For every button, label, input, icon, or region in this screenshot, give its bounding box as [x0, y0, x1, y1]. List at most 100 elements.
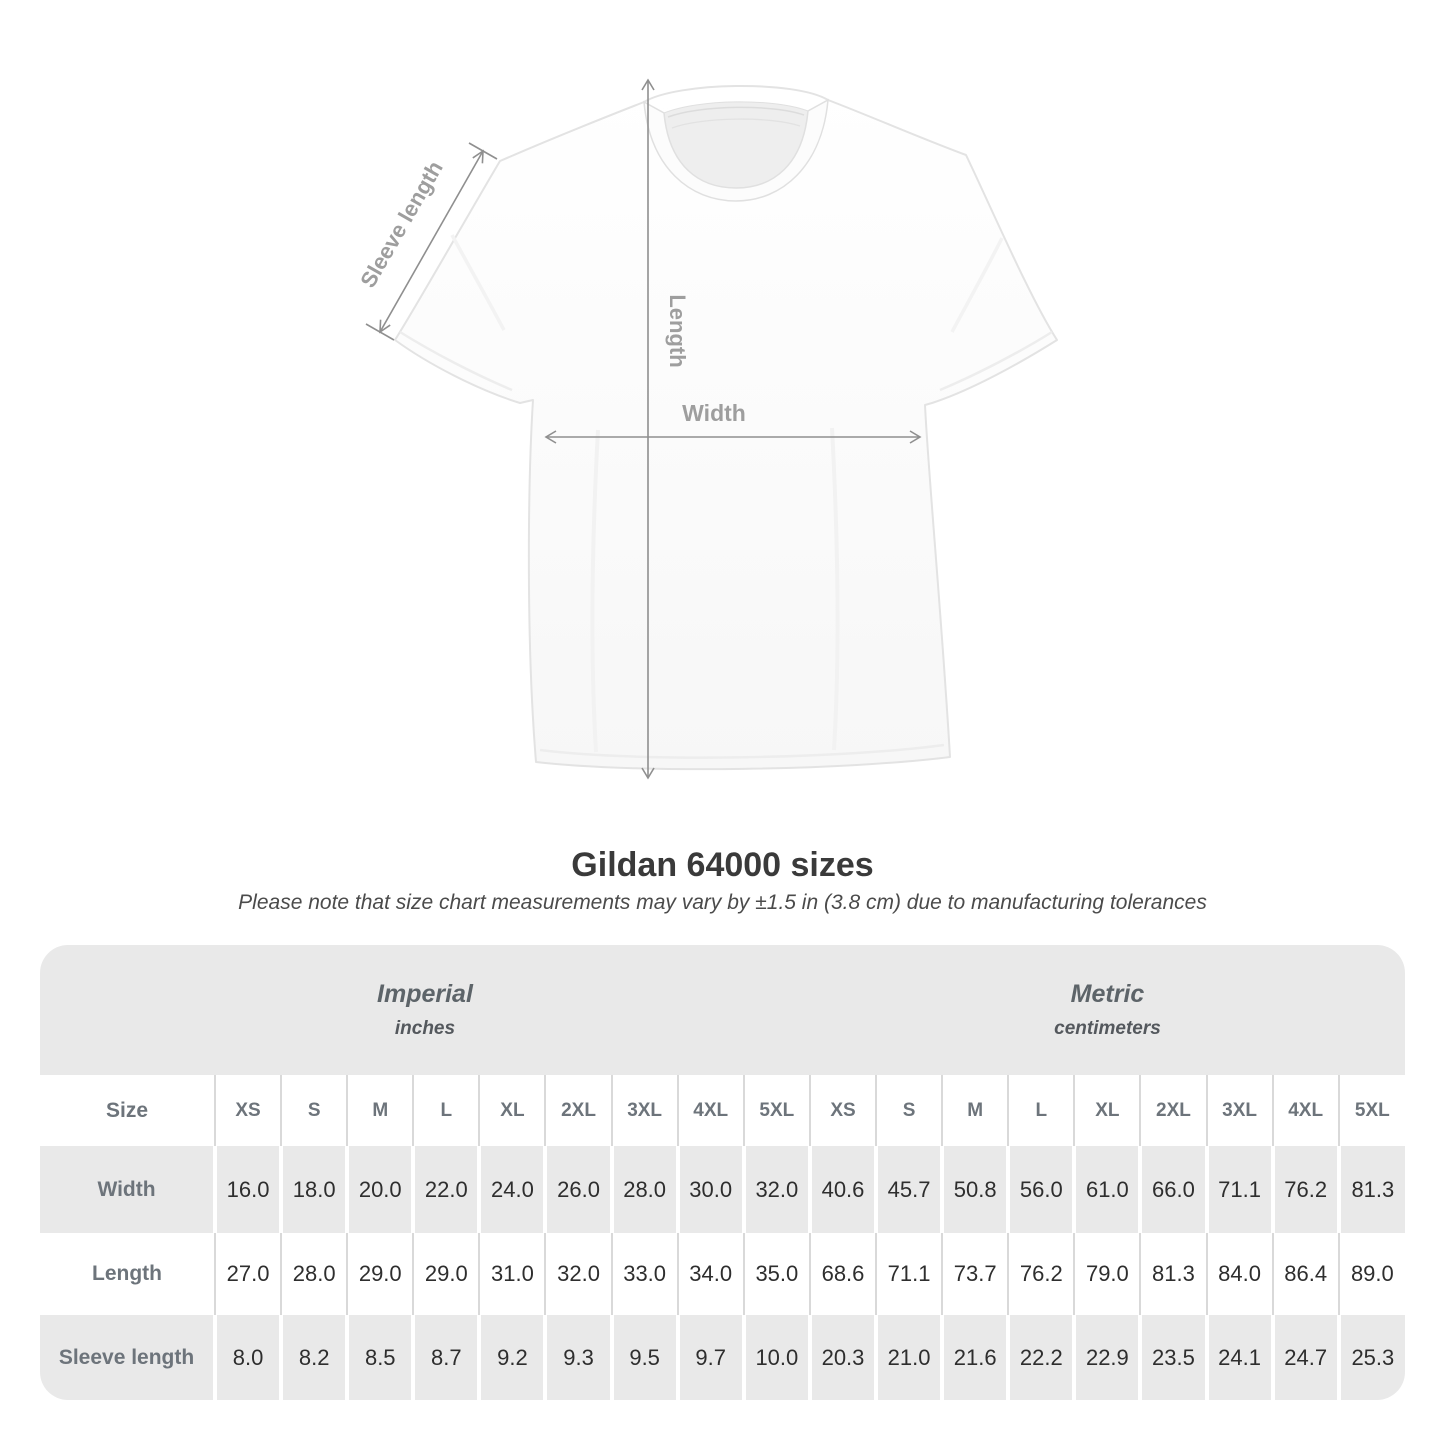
measurement-cell: 50.8 — [940, 1146, 1009, 1233]
back-collar-seam — [667, 106, 805, 118]
measurement-cell: 22.9 — [1072, 1315, 1141, 1400]
measurement-cell: 76.2 — [1270, 1146, 1339, 1233]
sleeve-length-label: Sleeve length — [355, 157, 448, 292]
measurement-cell: 28.0 — [280, 1233, 348, 1315]
metric-header-label: Metric — [1070, 980, 1145, 1008]
imperial-header: Imperial inches — [40, 945, 810, 1075]
measurement-cell: 84.0 — [1205, 1233, 1273, 1315]
length-label: Length — [665, 294, 690, 367]
measurement-cell: 35.0 — [742, 1233, 810, 1315]
size-column-header: L — [412, 1075, 480, 1146]
measurement-cell: 89.0 — [1337, 1233, 1405, 1315]
hem-seam — [539, 743, 945, 759]
metric-unit-label: centimeters — [1054, 1018, 1161, 1039]
page-title: Gildan 64000 sizes — [571, 846, 874, 884]
size-column-header: 4XL — [676, 1075, 744, 1146]
size-column-title: Size — [40, 1075, 216, 1146]
measurement-cell: 61.0 — [1072, 1146, 1141, 1233]
measurement-cell: 26.0 — [543, 1146, 612, 1233]
size-chart-table: Imperial inches Metric centimeters Size … — [40, 945, 1405, 1400]
measurement-cell: 30.0 — [675, 1146, 744, 1233]
measurement-cell: 71.1 — [1204, 1146, 1273, 1233]
metric-header: Metric centimeters — [809, 945, 1405, 1075]
right-sleeve-seam — [939, 330, 1053, 392]
measurement-cell: 9.2 — [477, 1315, 546, 1400]
tshirt-silhouette — [394, 85, 1058, 771]
size-column-header: 3XL — [1205, 1075, 1273, 1146]
measurement-cell: 29.0 — [346, 1233, 414, 1315]
size-column-header: L — [1007, 1075, 1075, 1146]
collar-band — [643, 98, 829, 202]
size-column-header: XL — [1073, 1075, 1141, 1146]
measurement-row-label: Sleeve length — [40, 1315, 216, 1400]
measurement-cell: 27.0 — [214, 1233, 282, 1315]
measurement-cell: 23.5 — [1138, 1315, 1207, 1400]
size-column-header: 2XL — [1139, 1075, 1207, 1146]
measurement-row-label: Length — [40, 1233, 216, 1315]
size-column-header: 2XL — [544, 1075, 612, 1146]
measurement-cell: 9.7 — [675, 1315, 744, 1400]
measurement-row-label: Width — [40, 1146, 216, 1233]
measurement-cell: 16.0 — [213, 1146, 282, 1233]
measurement-cell: 25.3 — [1336, 1315, 1405, 1400]
measurement-cell: 9.5 — [609, 1315, 678, 1400]
measurement-cell: 20.3 — [807, 1315, 877, 1400]
measurement-cell: 73.7 — [941, 1233, 1009, 1315]
tshirt-size-diagram: Sleeve length Length Width — [355, 78, 1058, 780]
measurement-cell: 86.4 — [1271, 1233, 1339, 1315]
measurement-cell: 18.0 — [279, 1146, 348, 1233]
measurement-cell: 34.0 — [676, 1233, 744, 1315]
units-header-row: Imperial inches Metric centimeters — [40, 945, 1405, 1075]
length-arrow — [641, 78, 655, 780]
measurement-cell: 71.1 — [875, 1233, 943, 1315]
measurement-row: Width 16.0 18.0 20.0 22.0 24.0 26.0 28.0 30.0 32.… — [40, 1146, 1405, 1233]
sizes-header-row: Size XS S M L XL 2XL 3XL 4XL 5XL XS S M L XL 2XL 3XL 4XL… — [40, 1075, 1405, 1146]
size-column-header: 4XL — [1271, 1075, 1339, 1146]
size-column-header: M — [941, 1075, 1009, 1146]
imperial-unit-label: inches — [394, 1018, 456, 1039]
measurement-cell: 24.1 — [1204, 1315, 1273, 1400]
fold-left — [590, 429, 600, 753]
measurement-cell: 10.0 — [741, 1315, 810, 1400]
size-table: Imperial inches Metric centimeters Size … — [40, 945, 1405, 1400]
measurement-cell: 40.6 — [807, 1146, 877, 1233]
width-label: Width — [682, 400, 746, 426]
measurement-cell: 9.3 — [543, 1315, 612, 1400]
measurement-cell: 22.2 — [1006, 1315, 1075, 1400]
measurement-cell: 79.0 — [1073, 1233, 1141, 1315]
sleeve-length-arrow — [365, 142, 498, 341]
imperial-header-label: Imperial — [377, 980, 473, 1008]
measurement-cell: 45.7 — [874, 1146, 943, 1233]
measurement-cell: 24.7 — [1270, 1315, 1339, 1400]
fold-right — [830, 427, 840, 751]
size-column-header: XS — [214, 1075, 282, 1146]
size-column-header: S — [280, 1075, 348, 1146]
measurement-cell: 81.3 — [1336, 1146, 1405, 1233]
size-column-header: XL — [478, 1075, 546, 1146]
size-column-header: 5XL — [742, 1075, 810, 1146]
measurement-cell: 24.0 — [477, 1146, 546, 1233]
measurement-cell: 8.5 — [345, 1315, 414, 1400]
measurement-cell: 68.6 — [808, 1233, 877, 1315]
measurement-cell: 76.2 — [1007, 1233, 1075, 1315]
measurement-cell: 32.0 — [741, 1146, 810, 1233]
measurement-cell: 31.0 — [478, 1233, 546, 1315]
measurement-cell: 33.0 — [610, 1233, 678, 1315]
measurement-cell: 20.0 — [345, 1146, 414, 1233]
measurement-row: Length 27.0 28.0 29.0 29.0 31.0 32.0 33.0 34.0 35… — [40, 1233, 1405, 1315]
size-column-header: 3XL — [610, 1075, 678, 1146]
measurement-cell: 32.0 — [544, 1233, 612, 1315]
size-column-header: XS — [808, 1075, 877, 1146]
measurement-cell: 56.0 — [1006, 1146, 1075, 1233]
back-collar-seam-inner — [671, 118, 801, 129]
size-column-header: 5XL — [1337, 1075, 1405, 1146]
measurement-cell: 8.0 — [213, 1315, 282, 1400]
measurement-cell: 8.2 — [279, 1315, 348, 1400]
left-sleeve-seam — [399, 330, 513, 392]
measurement-cell: 66.0 — [1138, 1146, 1207, 1233]
measurement-cell: 22.0 — [411, 1146, 480, 1233]
measurement-cell: 81.3 — [1139, 1233, 1207, 1315]
measurement-row: Sleeve length 8.0 8.2 8.5 8.7 9.2 9.3 9.5 9.7 10.… — [40, 1315, 1405, 1400]
measurement-cell: 21.0 — [874, 1315, 943, 1400]
